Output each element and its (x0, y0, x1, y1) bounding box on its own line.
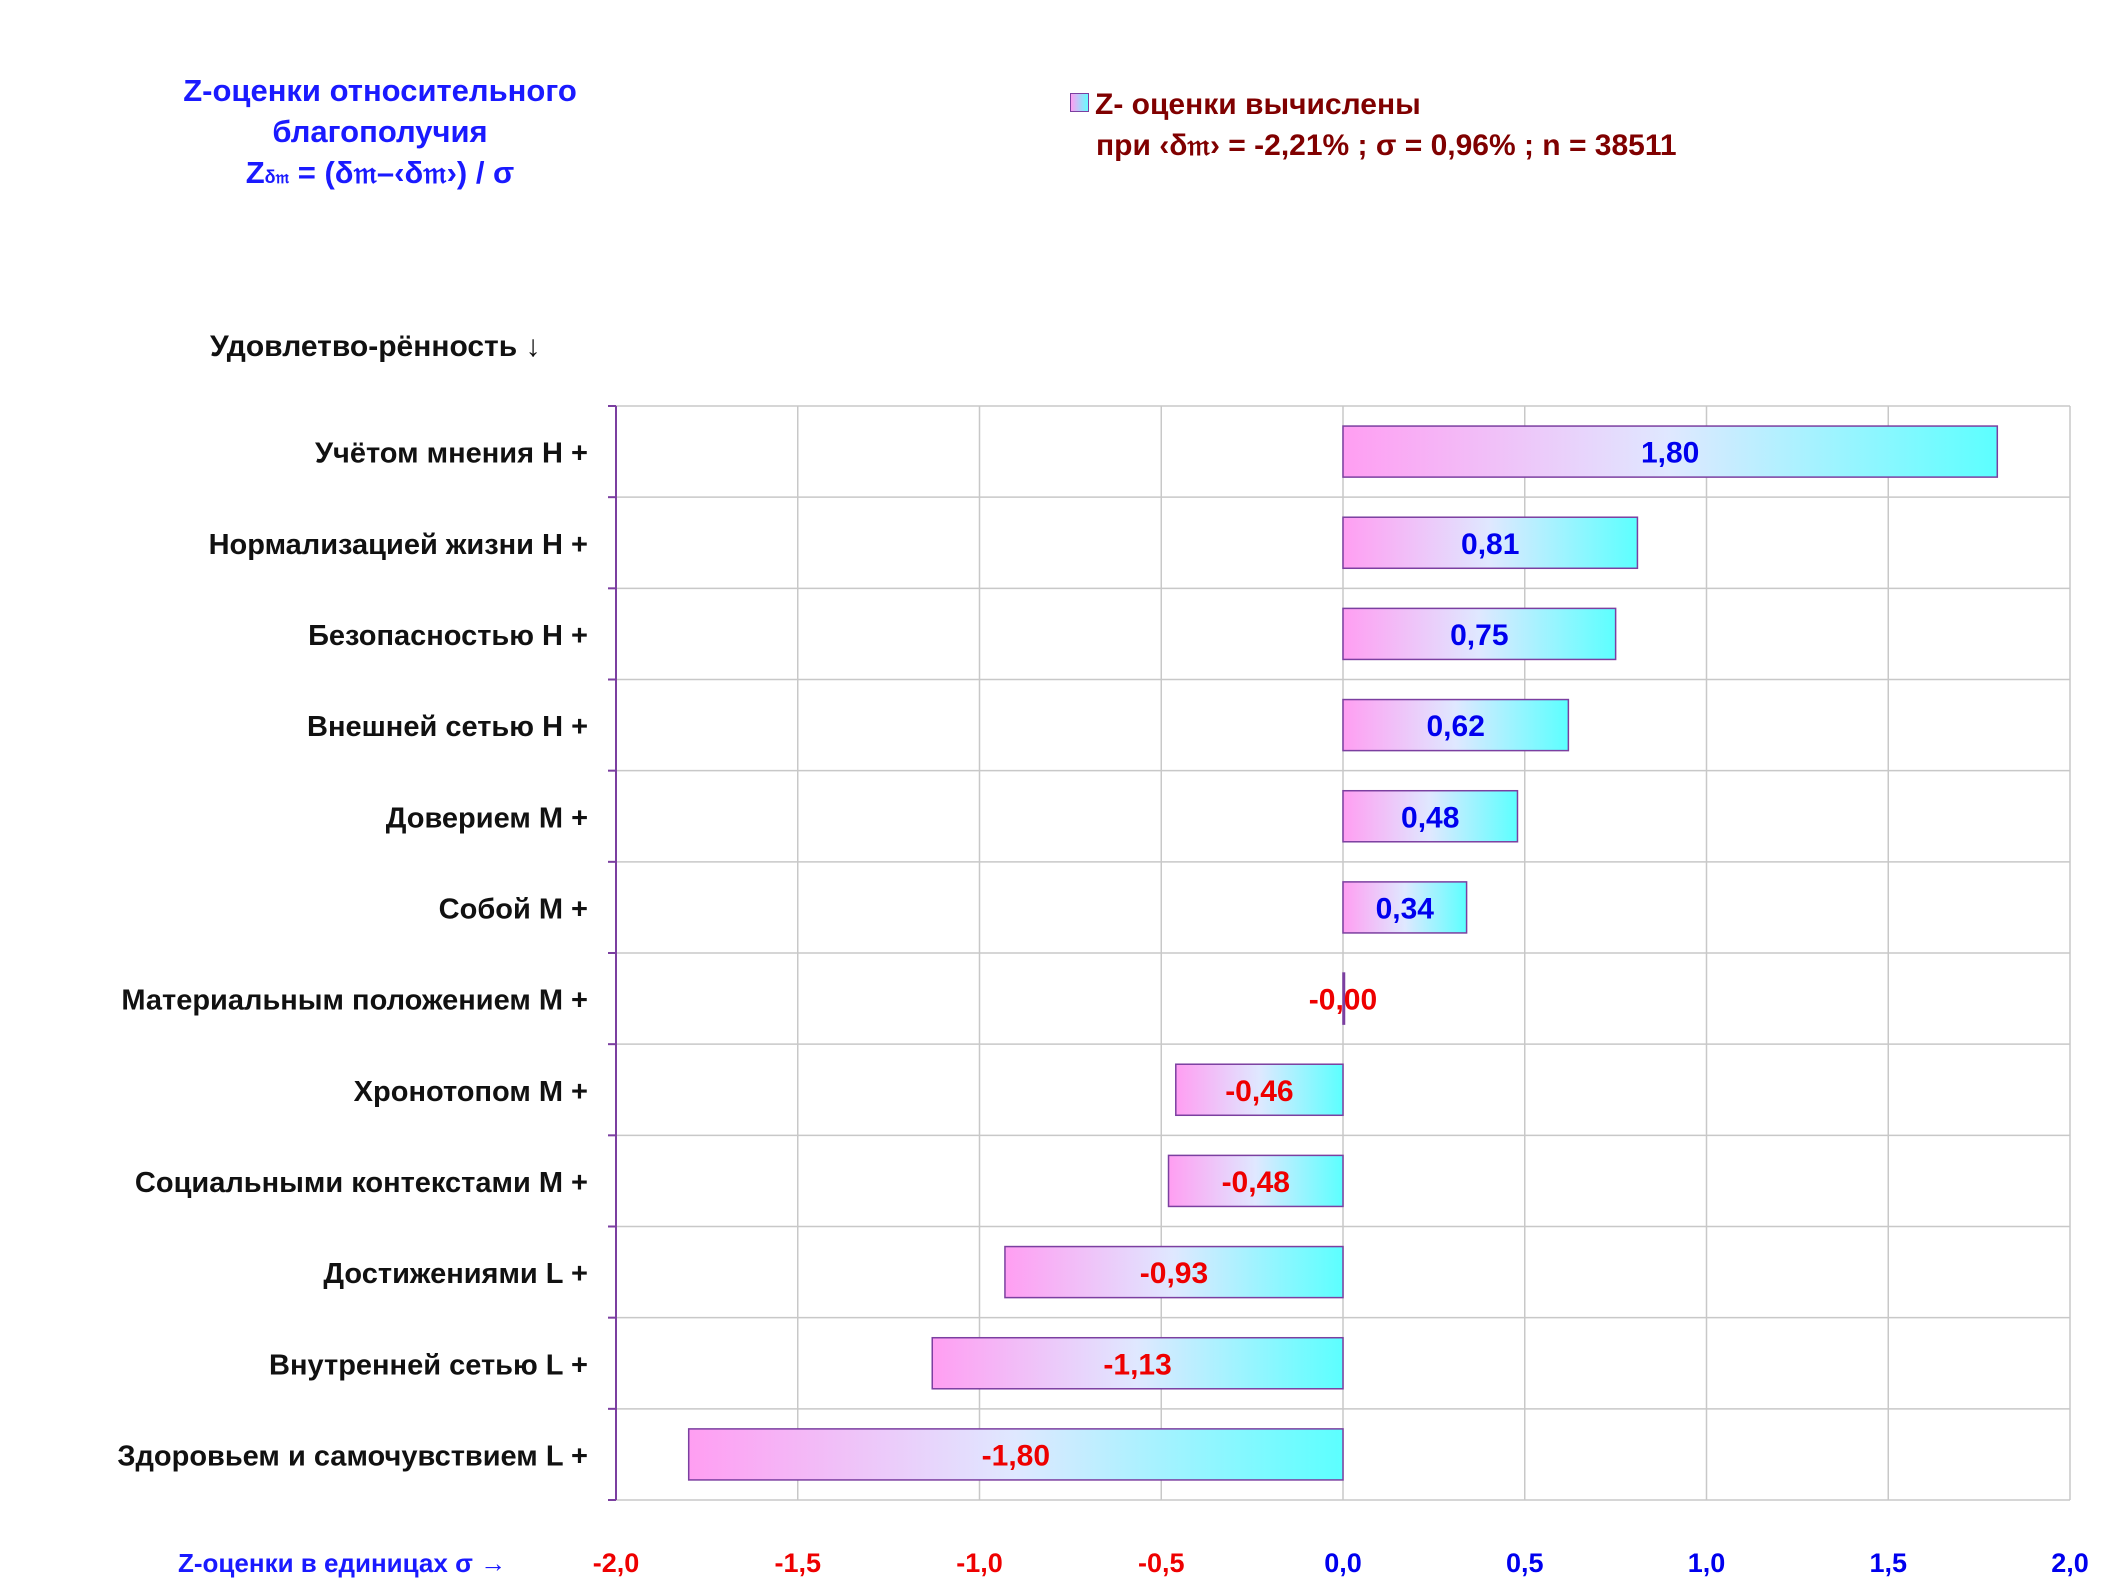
data-label: 0,34 (1376, 892, 1435, 925)
data-label: -0,46 (1225, 1075, 1293, 1108)
title-line-1: Z-оценки относительного (183, 73, 577, 108)
category-label: Социальными контекстами М + (135, 1167, 588, 1199)
category-label: Здоровьем и самочувствием L + (117, 1440, 588, 1472)
title-formula: Zδ𝔪 = (δ𝔪–‹δ𝔪›) / σ (130, 152, 630, 198)
bar (1342, 698, 1570, 752)
category-label: Материальным положением М + (121, 985, 588, 1017)
bar (1342, 607, 1617, 661)
bar (1004, 1245, 1344, 1299)
legend: Z- оценки вычислены при ‹δ𝔪› = -2,21% ; … (1070, 84, 1677, 166)
data-label: 0,75 (1450, 619, 1508, 652)
category-label: Нормализацией жизни Н + (209, 529, 588, 561)
data-label: -0,48 (1222, 1166, 1290, 1199)
category-label: Доверием М + (386, 802, 588, 834)
x-tick-label: -1,0 (956, 1548, 1003, 1578)
bar (1342, 789, 1519, 843)
x-tick-label: -2,0 (593, 1548, 640, 1578)
data-label: 0,62 (1426, 710, 1484, 743)
x-tick-label: -0,5 (1138, 1548, 1185, 1578)
category-label: Внешней сетью Н + (307, 711, 588, 743)
formula-z: Z (245, 155, 265, 190)
legend-swatch-icon (1070, 93, 1089, 112)
formula-rest: = (δ𝔪–‹δ𝔪›) / σ (289, 155, 515, 190)
chart-title: Z-оценки относительного благополучия Zδ𝔪… (130, 70, 630, 198)
category-label: Достижениями L + (323, 1258, 588, 1290)
category-label: Учётом мнения Н + (315, 438, 588, 470)
data-label: -1,80 (982, 1439, 1050, 1472)
legend-params: при ‹δ𝔪› = -2,21% ; σ = 0,96% ; n = 3851… (1096, 129, 1677, 162)
x-tick-label: 0,5 (1506, 1548, 1544, 1578)
bar (1167, 1154, 1344, 1208)
data-label: -1,13 (1103, 1348, 1171, 1381)
category-header: Удовлетво-рённость ↓ (210, 330, 541, 363)
bar (931, 1336, 1344, 1390)
bar (1342, 881, 1468, 934)
x-tick-label: 1,5 (1869, 1548, 1907, 1578)
bar (1342, 972, 1346, 1025)
title-line-2: благополучия (272, 114, 488, 149)
bar (1342, 425, 1999, 478)
legend-entry: Z- оценки вычислены (1070, 84, 1677, 125)
data-label: 0,81 (1461, 528, 1519, 561)
bar (1342, 516, 1639, 570)
data-label: 1,80 (1641, 437, 1699, 470)
x-tick-label: 2,0 (2051, 1548, 2089, 1578)
data-label: -0,00 (1309, 984, 1377, 1017)
category-label: Хронотопом М + (354, 1076, 588, 1108)
bar (1175, 1063, 1344, 1117)
bar (687, 1428, 1344, 1481)
category-label: Безопасностью Н + (308, 620, 588, 652)
legend-label: Z- оценки вычислены (1095, 88, 1421, 121)
x-tick-label: 1,0 (1688, 1548, 1726, 1578)
formula-subscript: δ𝔪 (264, 167, 290, 187)
data-label: 0,48 (1401, 801, 1459, 834)
category-label: Собой М + (439, 893, 588, 925)
data-label: -0,93 (1140, 1257, 1208, 1290)
x-tick-label: 0,0 (1324, 1548, 1362, 1578)
x-axis-caption: Z-оценки в единицах σ → (178, 1548, 507, 1578)
category-label: Внутренней сетью L + (269, 1349, 588, 1381)
x-tick-label: -1,5 (774, 1548, 821, 1578)
